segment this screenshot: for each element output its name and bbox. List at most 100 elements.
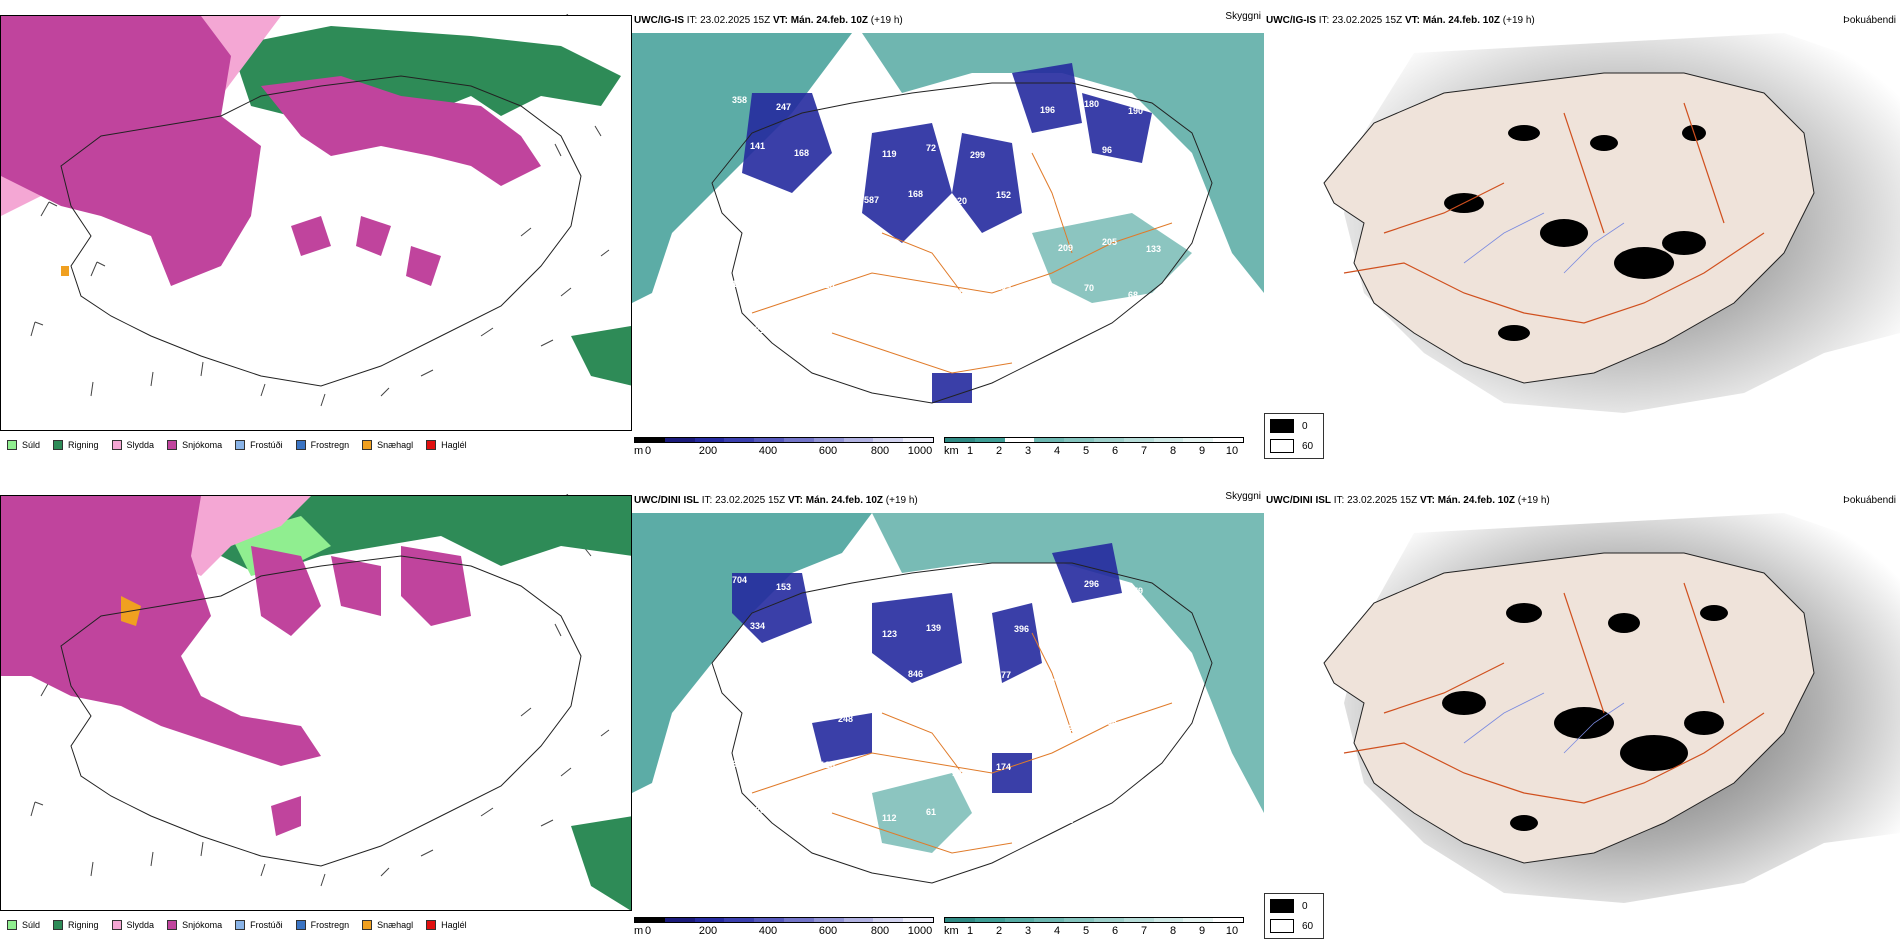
legend-label: Haglél xyxy=(441,920,467,930)
legend-item: Slydda xyxy=(111,920,154,930)
teal-region-east xyxy=(1032,213,1192,303)
visibility-value-label: 354 xyxy=(732,759,747,769)
precip-map xyxy=(0,495,632,911)
visibility-value-label: 68 xyxy=(1128,290,1138,300)
fog-legend-item: 60 xyxy=(1270,919,1313,933)
visibility-value-label: 396 xyxy=(1014,624,1029,634)
legend-label: Súld xyxy=(22,920,41,930)
fog-legend: 0 60 xyxy=(1264,893,1324,939)
legend-item: Frostúði xyxy=(235,920,283,930)
visibility-value-label: 176 xyxy=(820,576,835,586)
visibility-value-label: 128 xyxy=(820,760,835,770)
colorbar-tick: 7 xyxy=(1140,445,1148,457)
visibility-value-label: 180 xyxy=(1102,625,1117,635)
iceland-coastline xyxy=(60,555,582,867)
colorbar-tick: 8 xyxy=(1169,445,1177,457)
legend-swatch xyxy=(167,920,178,930)
precip-map-svg xyxy=(1,16,631,430)
legend-swatch xyxy=(362,440,373,450)
fog-legend: 0 60 xyxy=(1264,413,1324,459)
colorbar-tick: 7 xyxy=(1140,925,1148,937)
visibility-value-label: 299 xyxy=(970,150,985,160)
rigning-area-north xyxy=(211,496,631,576)
iceland-land xyxy=(1323,552,1815,864)
legend-item: Frostregn xyxy=(295,920,349,930)
model-name: UWC/IG-IS xyxy=(1266,15,1316,26)
visibility-value-label: 174 xyxy=(996,762,1011,772)
visibility-value-label: 88 xyxy=(1014,236,1024,246)
fog-legend-label: 60 xyxy=(1302,440,1314,452)
visibility-value-label: 153 xyxy=(776,582,791,592)
panel-title: Skyggni xyxy=(1225,491,1261,502)
visibility-value-label: 296 xyxy=(1084,579,1099,589)
row-1-precip-type-panel: UWC/IG-IS IT: 23.02.2025 15Z VT: Mán. 24… xyxy=(0,13,632,463)
visibility-value-label: 247 xyxy=(776,102,791,112)
visibility-value-label: 242 xyxy=(970,722,985,732)
legend-swatch xyxy=(235,920,246,930)
visibility-colorbar: km 1 2 3 4 5 6 7 8 9 10 xyxy=(944,437,1244,463)
colorbar-tick: 1000 xyxy=(907,445,933,457)
colorbar-tick: 200 xyxy=(698,925,718,937)
colorbar-tick: 800 xyxy=(870,445,890,457)
visibility-value-label: 119 xyxy=(1040,197,1055,207)
precip-map-svg xyxy=(1,496,631,910)
legend-label: Frostúði xyxy=(250,440,283,450)
visibility-value-label: 742 xyxy=(1084,671,1099,681)
visibility-value-label: 70 xyxy=(1084,283,1094,293)
colorbar-unit: km xyxy=(944,925,959,937)
vt-label: VT: xyxy=(1419,495,1435,506)
visibility-value-label: 126 xyxy=(750,805,765,815)
it-label: IT: xyxy=(686,15,698,26)
fog-legend-swatch xyxy=(1270,919,1294,933)
lead-time: (+19 h) xyxy=(1502,15,1535,26)
visibility-value-label: 332 xyxy=(1058,723,1073,733)
visibility-value-label: 358 xyxy=(732,95,747,105)
visibility-value-label: 134 xyxy=(1128,198,1143,208)
colorbar-tick: 2 xyxy=(995,925,1003,937)
snjokoma-area-north xyxy=(261,76,541,186)
iceland-coastline xyxy=(60,75,582,387)
visibility-value-label: 152 xyxy=(996,190,1011,200)
legend-item: Frostregn xyxy=(295,440,350,450)
legend-item: Frostúði xyxy=(235,440,283,450)
row-1-fog-panel: UWC/IG-IS IT: 23.02.2025 15Z VT: Mán. 24… xyxy=(1264,13,1900,463)
row-2-precip-type-panel: UWC/DINI ISL IT: 23.02.2025 15Z VT: Mán.… xyxy=(0,493,632,943)
visibility-value-label: 168 xyxy=(794,148,809,158)
visibility-value-label: 141 xyxy=(750,141,765,151)
visibility-value-label: 94 xyxy=(1128,678,1138,688)
visibility-value-label: 303 xyxy=(970,814,985,824)
visibility-value-label: 253 xyxy=(882,721,897,731)
visibility-value-label: 205 xyxy=(1102,237,1117,247)
legend-swatch xyxy=(111,920,122,930)
visibility-value-label: 237 xyxy=(1014,716,1029,726)
visibility-value-label: 113 xyxy=(1146,632,1161,642)
legend-label: Frostregn xyxy=(310,440,350,450)
fog-map-svg xyxy=(1264,513,1900,913)
colorbar-tick: 10 xyxy=(1225,925,1239,937)
visibility-value-label: 85 xyxy=(820,188,830,198)
visibility-value-label: 145 xyxy=(794,332,809,342)
legend-label: Frostúði xyxy=(250,920,283,930)
rigning-area-east xyxy=(571,326,631,386)
colorbar-tick: 400 xyxy=(758,925,778,937)
visibility-value-label: 82 xyxy=(776,674,786,684)
legend-item: Snjókoma xyxy=(167,920,222,930)
panel-header: UWC/IG-IS IT: 23.02.2025 15Z VT: Mán. 24… xyxy=(632,11,1264,29)
visibility-value-label: 96 xyxy=(1102,145,1112,155)
visibility-labels: 704 153 176 406 211 498 160 163 296 179 334 267 136 1… xyxy=(732,575,1161,825)
colorbar-tick: 0 xyxy=(644,925,652,937)
fog-map xyxy=(1264,513,1900,913)
teal-region-north xyxy=(872,513,1264,813)
it-value: 23.02.2025 15Z xyxy=(700,15,771,26)
visibility-value-label: 209 xyxy=(794,240,809,250)
visibility-value-label: 222 xyxy=(838,234,853,244)
colorbar-tick: 3 xyxy=(1024,445,1032,457)
visibility-value-label: 96 xyxy=(1058,151,1068,161)
visibility-value-label: 127 xyxy=(838,806,853,816)
fog-legend-label: 0 xyxy=(1302,900,1308,912)
colorbar-tick: 9 xyxy=(1198,445,1206,457)
vt-label: VT: xyxy=(787,495,803,506)
visibility-value-label: 281 xyxy=(952,288,967,298)
vt-value: Mán. 24.feb. 10Z xyxy=(1422,15,1500,26)
visibility-value-label: 427 xyxy=(1014,144,1029,154)
